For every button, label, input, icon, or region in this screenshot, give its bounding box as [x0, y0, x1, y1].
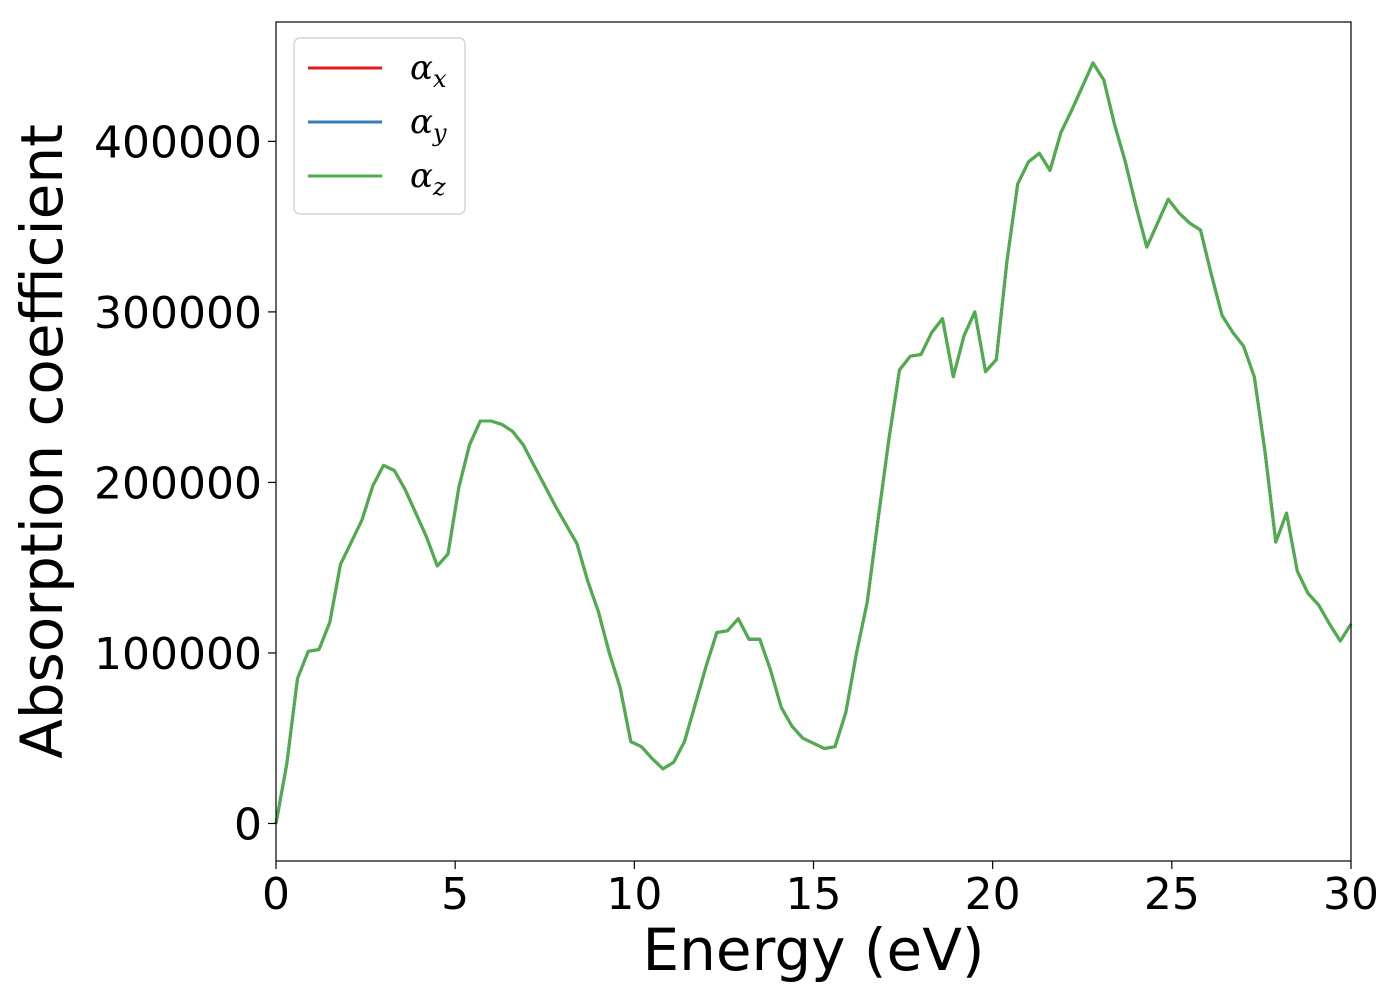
y-tick-label: 0: [234, 799, 262, 850]
x-tick-label: 25: [1144, 869, 1200, 920]
y-tick-label: 200000: [94, 458, 262, 509]
x-tick-label: 5: [441, 869, 469, 920]
y-tick-label: 100000: [94, 629, 262, 680]
y-tick-label: 400000: [94, 117, 262, 168]
legend-label: αx: [410, 48, 447, 93]
x-tick-label: 15: [786, 869, 842, 920]
y-tick-label: 300000: [94, 288, 262, 339]
y-axis-ticks: 0 100000 200000 300000 400000: [94, 117, 276, 850]
x-tick-label: 20: [965, 869, 1021, 920]
x-tick-label: 0: [262, 869, 290, 920]
series-line-3: [274, 61, 1353, 824]
legend-label: αy: [410, 102, 447, 147]
legend-label: αz: [410, 156, 446, 201]
x-tick-label: 10: [606, 869, 662, 920]
legend-box: [293, 37, 466, 215]
legend: αx αy αz: [293, 37, 466, 215]
series-layer: [274, 61, 1353, 824]
y-axis-title: Absorption coefficient: [8, 124, 76, 759]
x-tick-label: 30: [1323, 869, 1379, 920]
x-axis-title: Energy (eV): [642, 916, 984, 984]
x-axis-ticks: 0 5 10 15 20 25 30: [262, 861, 1379, 920]
